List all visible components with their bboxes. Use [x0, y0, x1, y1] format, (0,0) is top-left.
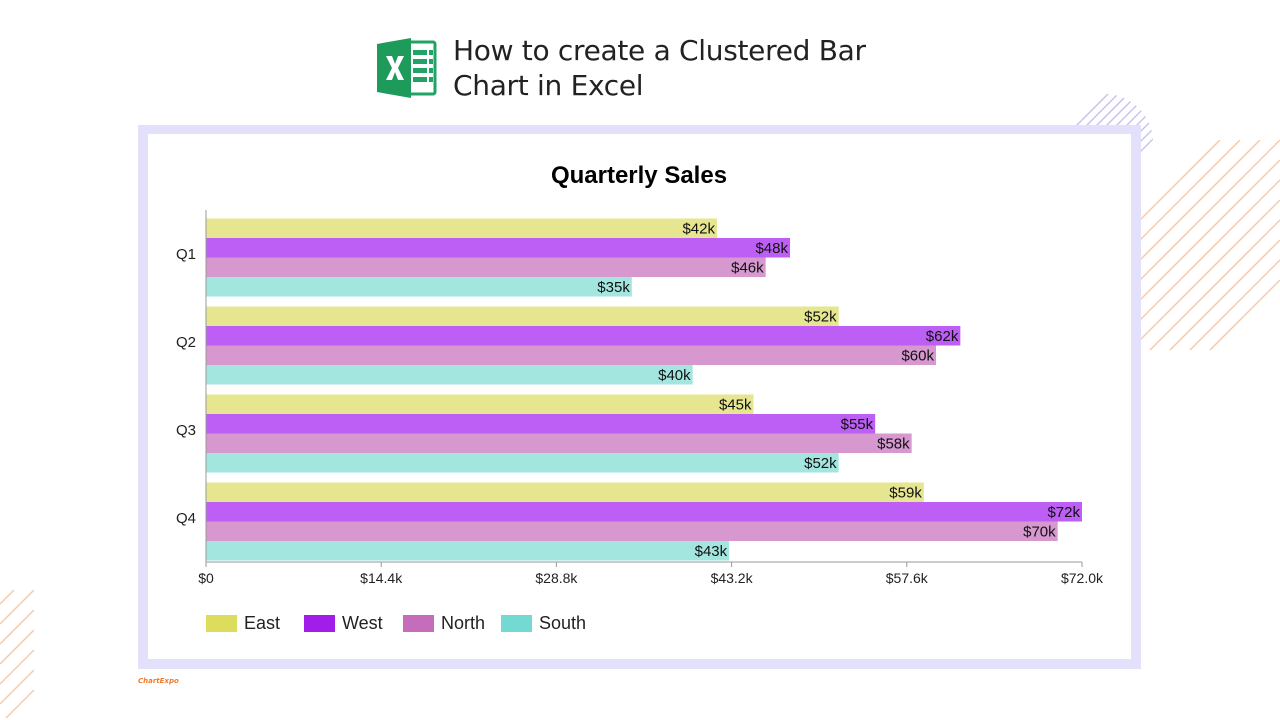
bar-east-q2 — [206, 306, 839, 326]
data-label-north-q2: $60k — [901, 347, 934, 364]
x-tick-label: $28.8k — [535, 570, 578, 586]
chart-title: Quarterly Sales — [551, 162, 727, 189]
data-label-east-q1: $42k — [682, 220, 715, 237]
x-tick-label: $72.0k — [1061, 570, 1104, 586]
bar-east-q4 — [206, 482, 924, 502]
x-tick-label: $14.4k — [360, 570, 403, 586]
legend-label-east: East — [244, 613, 280, 633]
category-label-q1: Q1 — [176, 246, 196, 263]
chart-panel: Quarterly Sales Q1 $42k $48k $46k $35k Q2 $52k $… — [148, 134, 1131, 659]
brand-logo: ChartExpo — [138, 677, 179, 685]
bar-west-q2 — [206, 326, 961, 346]
data-label-east-q3: $45k — [719, 396, 752, 413]
clustered-bar-chart: Quarterly Sales Q1 $42k $48k $46k $35k Q2 $52k $… — [176, 162, 1104, 633]
data-label-north-q1: $46k — [731, 259, 764, 276]
data-label-west-q2: $62k — [926, 328, 959, 345]
bar-south-q1 — [206, 277, 632, 297]
bar-south-q3 — [206, 453, 839, 473]
bar-west-q1 — [206, 238, 790, 258]
data-label-south-q2: $40k — [658, 367, 691, 384]
excel-icon — [377, 38, 437, 98]
bar-south-q2 — [206, 365, 693, 385]
x-tick-label: $43.2k — [711, 570, 754, 586]
bar-west-q4 — [206, 502, 1082, 522]
decorative-stripes-orange-left — [0, 590, 34, 719]
legend-label-south: South — [539, 613, 586, 633]
legend-swatch-north — [403, 615, 434, 632]
page-title-line-2: Chart in Excel — [453, 69, 644, 102]
data-label-north-q4: $70k — [1023, 523, 1056, 540]
bar-east-q3 — [206, 394, 754, 414]
category-label-q4: Q4 — [176, 510, 196, 527]
data-label-east-q4: $59k — [889, 484, 922, 501]
bar-north-q3 — [206, 433, 912, 453]
category-label-q2: Q2 — [176, 334, 196, 351]
page-title: How to create a Clustered Bar Chart in E… — [453, 33, 973, 103]
legend-label-west: West — [342, 613, 383, 633]
bar-west-q3 — [206, 414, 876, 434]
data-label-south-q1: $35k — [597, 279, 630, 296]
data-label-west-q1: $48k — [755, 240, 788, 257]
category-label-q3: Q3 — [176, 422, 196, 439]
legend-swatch-south — [501, 615, 532, 632]
bar-north-q1 — [206, 257, 766, 277]
bar-north-q4 — [206, 521, 1058, 541]
legend-label-north: North — [441, 613, 485, 633]
data-label-east-q2: $52k — [804, 308, 837, 325]
data-label-south-q3: $52k — [804, 455, 837, 472]
x-tick-label: $0 — [198, 570, 214, 586]
data-label-north-q3: $58k — [877, 435, 910, 452]
bar-east-q1 — [206, 218, 717, 238]
legend-swatch-east — [206, 615, 237, 632]
data-label-south-q4: $43k — [695, 543, 728, 560]
decorative-stripes-orange-right — [1140, 140, 1280, 351]
page-title-line-1: How to create a Clustered Bar — [453, 34, 866, 67]
data-label-west-q3: $55k — [841, 416, 874, 433]
legend-swatch-west — [304, 615, 335, 632]
data-label-west-q4: $72k — [1047, 504, 1080, 521]
x-tick-label: $57.6k — [886, 570, 929, 586]
bar-north-q2 — [206, 345, 936, 365]
bar-south-q4 — [206, 541, 730, 561]
